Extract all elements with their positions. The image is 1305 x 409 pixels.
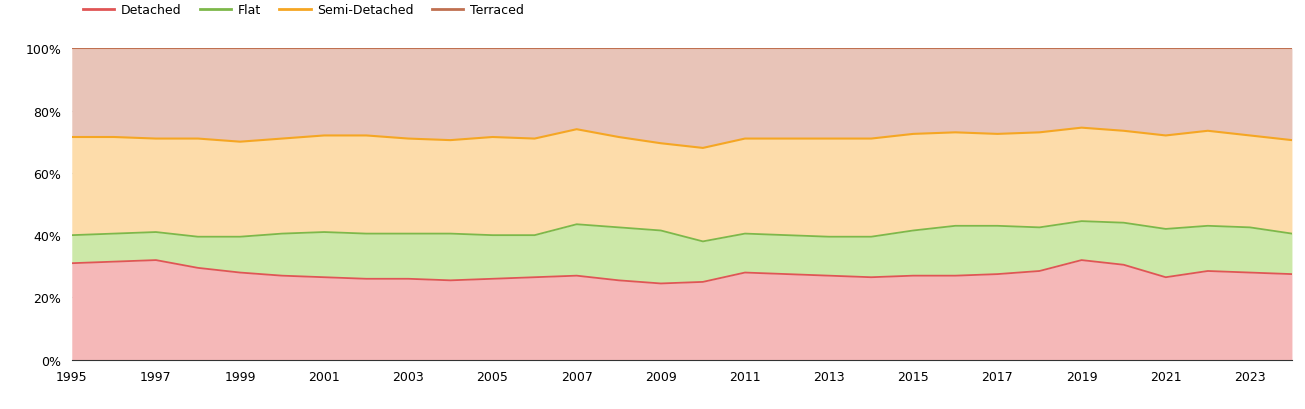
Legend: Detached, Flat, Semi-Detached, Terraced: Detached, Flat, Semi-Detached, Terraced xyxy=(78,0,529,22)
